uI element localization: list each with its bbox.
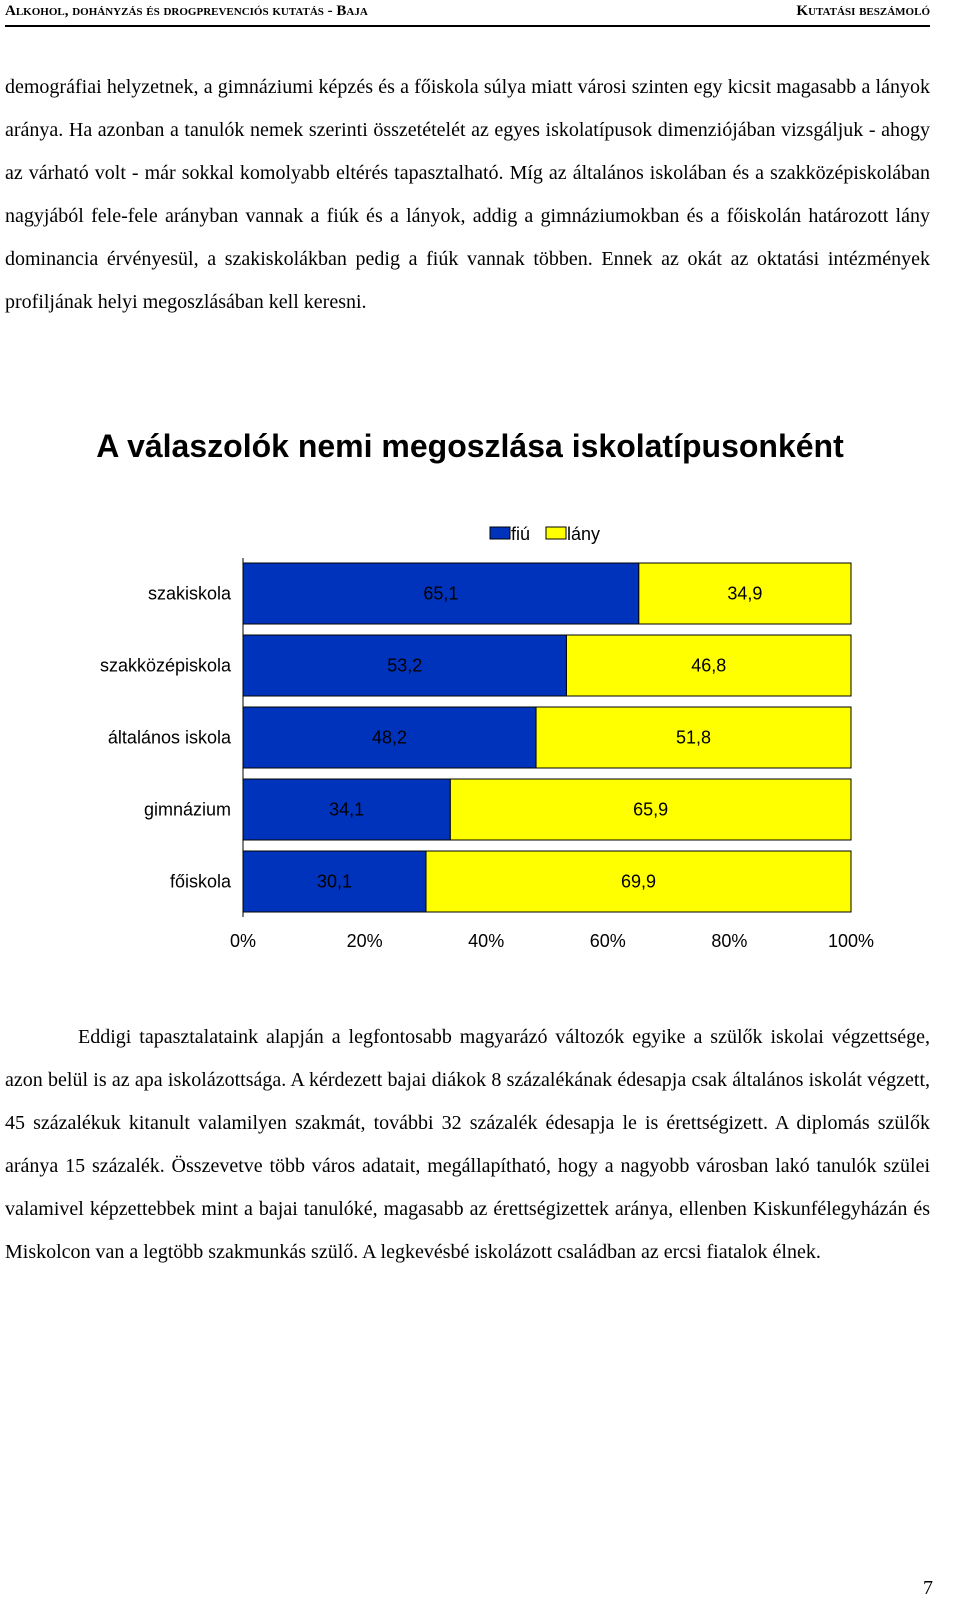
paragraph-parents-education: Eddigi tapasztalataink alapján a legfont… bbox=[5, 1026, 930, 1263]
data-label-0-3: 34,1 bbox=[329, 800, 364, 820]
category-label-3: gimnázium bbox=[144, 800, 231, 820]
category-label-2: általános iskola bbox=[108, 728, 232, 748]
legend-swatch-1 bbox=[545, 526, 567, 540]
data-label-0-4: 30,1 bbox=[317, 872, 352, 892]
paragraph-intro: demográfiai helyzetnek, a gimnáziumi kép… bbox=[5, 76, 930, 313]
header-right-title: Kutatási beszámoló bbox=[796, 3, 930, 19]
bar-1-3 bbox=[449, 778, 852, 841]
page-header: Alkohol, dohányzás és drogprevenciós kut… bbox=[5, 3, 930, 27]
bar-0-1 bbox=[242, 634, 567, 697]
data-label-0-2: 48,2 bbox=[372, 728, 407, 748]
bar-0-0 bbox=[242, 562, 640, 625]
chart-title: A válaszolók nemi megoszlása iskolatípus… bbox=[96, 428, 844, 464]
bar-1-0 bbox=[638, 562, 852, 625]
data-label-1-0: 34,9 bbox=[727, 584, 762, 604]
category-label-0: szakiskola bbox=[148, 584, 232, 604]
x-tick-label-4: 80% bbox=[711, 931, 747, 951]
data-label-1-1: 46,8 bbox=[691, 656, 726, 676]
bar-1-4 bbox=[425, 850, 852, 913]
stacked-bar-chart: fiú lány szakiskola 65,1 34,9 szakközépiskola… bbox=[100, 524, 874, 951]
x-tick-label-3: 60% bbox=[590, 931, 626, 951]
x-tick-label-5: 100% bbox=[828, 931, 874, 951]
bar-0-2 bbox=[242, 706, 537, 769]
category-label-1: szakközépiskola bbox=[100, 656, 232, 676]
header-left-title: Alkohol, dohányzás és drogprevenciós kut… bbox=[5, 3, 368, 19]
data-label-0-0: 65,1 bbox=[423, 584, 458, 604]
data-label-0-1: 53,2 bbox=[387, 656, 422, 676]
data-label-1-4: 69,9 bbox=[621, 872, 656, 892]
bar-1-2 bbox=[535, 706, 852, 769]
legend-swatch-0 bbox=[489, 526, 511, 540]
legend-label-1: lány bbox=[567, 524, 600, 544]
data-label-1-3: 65,9 bbox=[633, 800, 668, 820]
category-label-4: főiskola bbox=[170, 872, 232, 892]
bar-0-3 bbox=[242, 778, 451, 841]
bar-1-1 bbox=[565, 634, 852, 697]
page-number: 7 bbox=[923, 1577, 933, 1599]
x-tick-label-1: 20% bbox=[347, 931, 383, 951]
data-label-1-2: 51,8 bbox=[676, 728, 711, 748]
x-tick-label-2: 40% bbox=[468, 931, 504, 951]
legend-label-0: fiú bbox=[511, 524, 530, 544]
x-tick-label-0: 0% bbox=[230, 931, 256, 951]
